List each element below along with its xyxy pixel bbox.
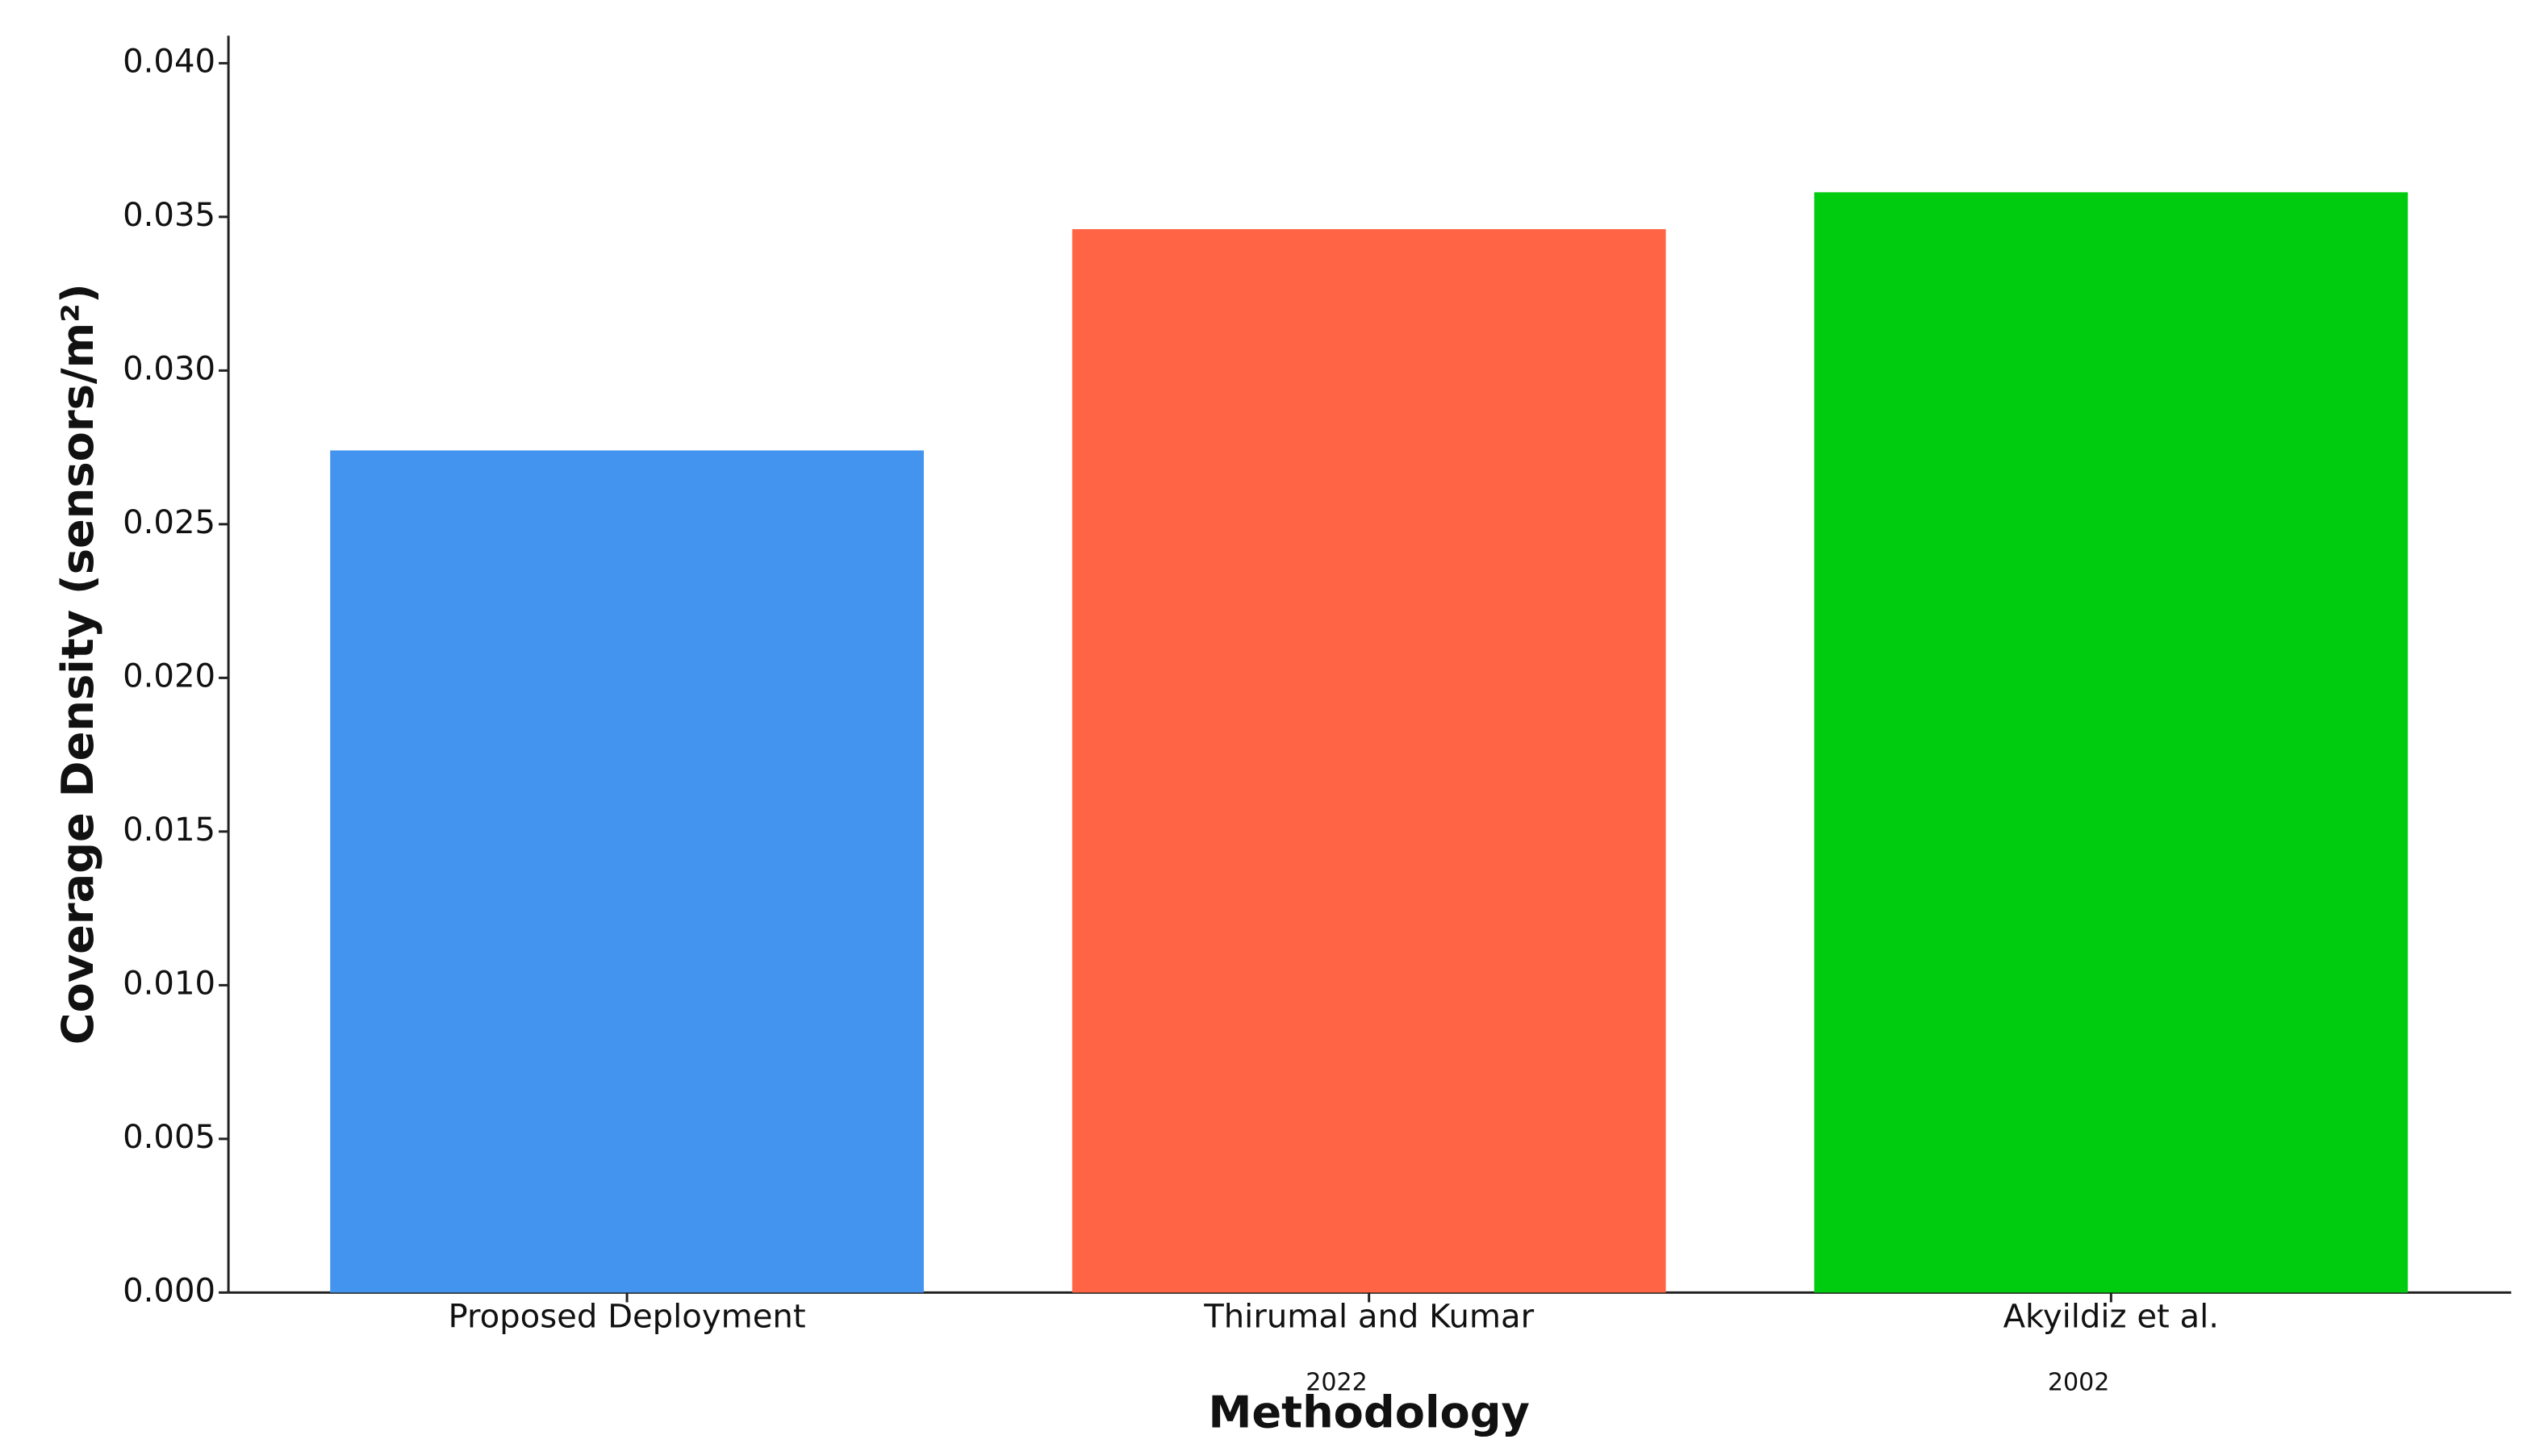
- y-tick-label: 0.025: [123, 504, 215, 541]
- y-tick-label: 0.015: [123, 811, 215, 849]
- bar: [330, 450, 924, 1293]
- annotation: 2022: [1306, 1368, 1368, 1396]
- y-tick-label: 0.010: [123, 965, 215, 1002]
- x-tick-label: Thirumal and Kumar: [1203, 1298, 1534, 1335]
- y-axis-label: Coverage Density (sensors/m²): [52, 283, 103, 1045]
- annotation: 2002: [2048, 1368, 2110, 1396]
- x-tick-label: Proposed Deployment: [449, 1298, 806, 1335]
- x-axis-label: Methodology: [1208, 1387, 1529, 1438]
- y-tick-label: 0.000: [123, 1272, 215, 1309]
- x-tick-label: Akyildiz et al.: [2003, 1298, 2219, 1335]
- y-tick-label: 0.030: [123, 350, 215, 387]
- y-tick-label: 0.005: [123, 1119, 215, 1156]
- bar: [1072, 229, 1666, 1293]
- y-tick-label: 0.035: [123, 197, 215, 234]
- y-tick-label: 0.040: [123, 43, 215, 80]
- bar: [1814, 192, 2409, 1293]
- y-tick-label: 0.020: [123, 657, 215, 695]
